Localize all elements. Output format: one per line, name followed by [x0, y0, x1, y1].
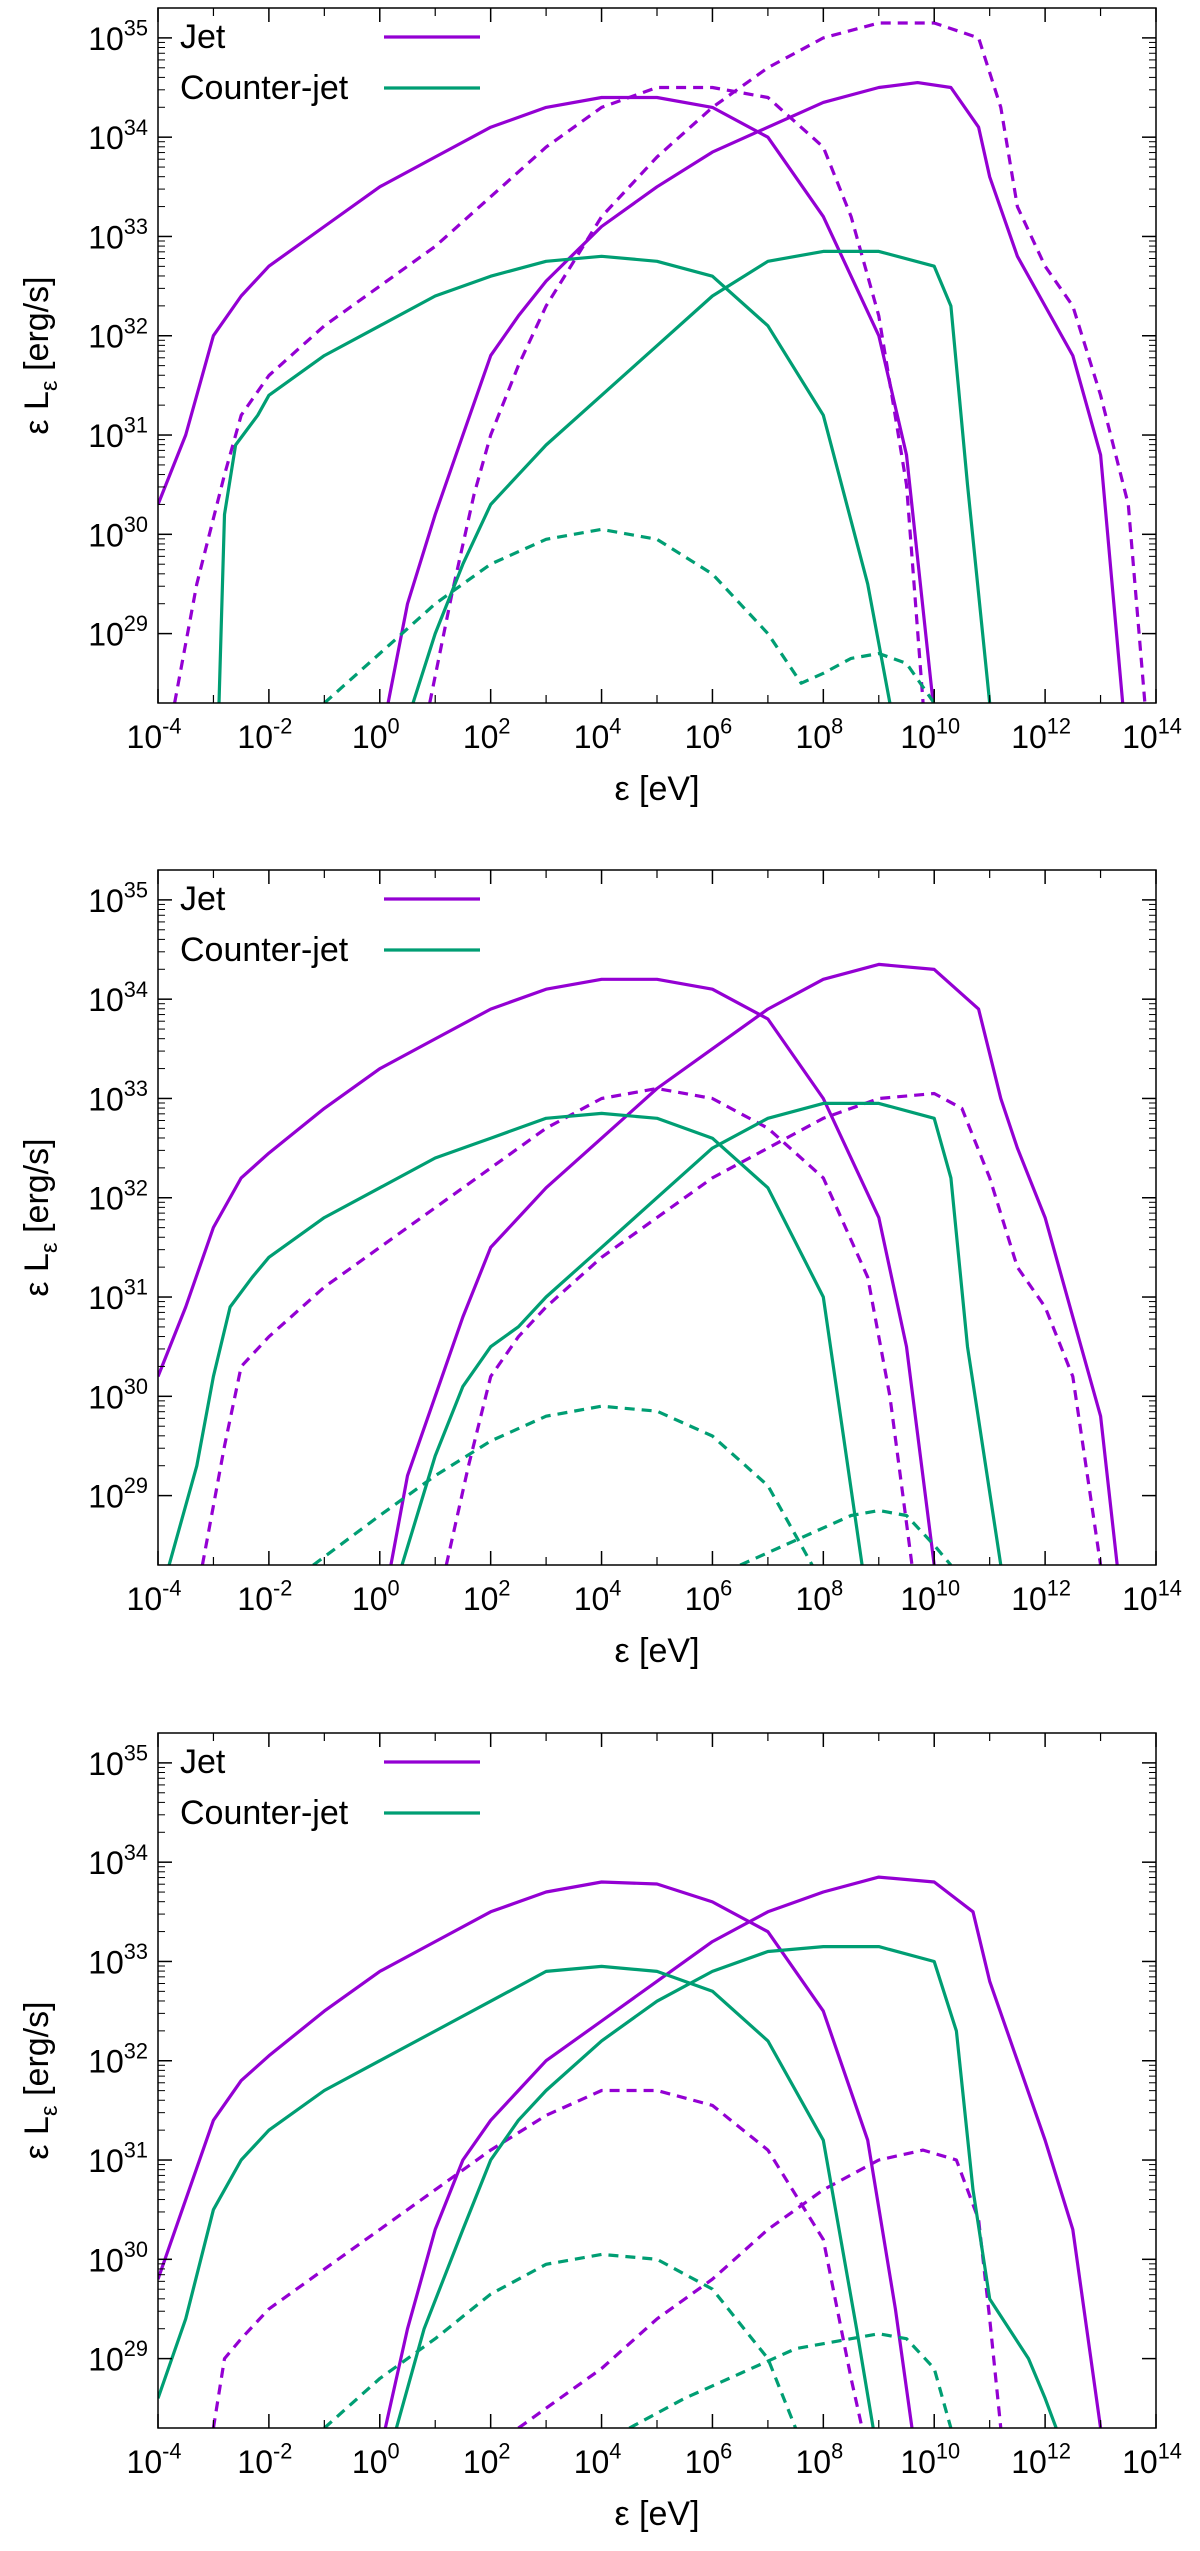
x-tick-label: 104 [574, 2439, 622, 2480]
x-tick-label: 102 [463, 1576, 511, 1617]
curves [158, 1875, 1103, 2428]
y-tick-label: 1030 [88, 2237, 148, 2278]
x-tick-label: 106 [685, 1576, 733, 1617]
x-tick-label: 10-4 [127, 1576, 182, 1617]
panel-top: 10-4 10-2 100 102 104 106 108 1010 1012 1014 1029 1… [18, 7, 1182, 808]
x-tick-label: 10-4 [127, 2439, 182, 2480]
jet-dashed-curve [173, 85, 925, 703]
y-tick-label: 1032 [88, 2038, 148, 2079]
legend-label: Counter-jet [180, 69, 349, 107]
y-tick-label: 1035 [88, 15, 148, 56]
x-tick-label: 106 [685, 714, 733, 755]
x-tick-label: 100 [352, 1576, 400, 1617]
jet-solid-curve [383, 1875, 1103, 2428]
x-tick-label: 104 [574, 714, 622, 755]
y-tick-label: 1033 [88, 1939, 148, 1980]
jet-solid-curve [158, 95, 935, 703]
y-tick-label: 1034 [88, 977, 148, 1018]
counter-jet-dashed-curve [323, 527, 936, 703]
x-tick-label: 1014 [1122, 2439, 1182, 2480]
legend: Jet Counter-jet [180, 1743, 480, 1832]
y-tick-label: 1029 [88, 1473, 148, 1514]
x-axis-label: ε [eV] [614, 770, 699, 808]
y-axis-label: ε Lε [erg/s] [18, 2001, 63, 2159]
counter-jet-solid-curve [400, 1101, 1003, 1565]
y-tick-label: 1031 [88, 413, 148, 454]
curves [158, 962, 1119, 1565]
x-tick-label: 1010 [900, 1576, 960, 1617]
y-tick-label: 1031 [88, 2138, 148, 2179]
jet-solid-curve [389, 962, 1119, 1565]
x-tick-label: 1014 [1122, 714, 1182, 755]
counter-jet-dashed-curve [628, 2332, 953, 2428]
legend-label: Jet [180, 18, 226, 56]
curves [158, 21, 1147, 703]
x-tick-label: 1012 [1011, 2439, 1071, 2480]
y-tick-label: 1032 [88, 1175, 148, 1216]
y-axis-label: ε Lε [erg/s] [18, 276, 63, 434]
jet-solid-curve [158, 977, 936, 1565]
counter-jet-solid-curve [217, 254, 892, 703]
x-tick-label: 10-4 [127, 714, 182, 755]
legend-label: Counter-jet [180, 931, 349, 969]
x-axis-label: ε [eV] [614, 2495, 699, 2533]
panel-middle: 10-4 10-2 100 102 104 106 108 1010 1012 1014 1029 1… [18, 869, 1182, 1670]
y-tick-label: 1033 [88, 1076, 148, 1117]
counter-jet-solid-curve [411, 249, 992, 703]
y-tick-label: 1029 [88, 611, 148, 652]
legend-label: Jet [180, 1743, 226, 1781]
y-tick-label: 1034 [88, 1840, 148, 1881]
y-axis-label: ε Lε [erg/s] [18, 1138, 63, 1296]
y-tick-label: 1032 [88, 313, 148, 354]
x-tick-label: 102 [463, 714, 511, 755]
panel-bottom: 10-4 10-2 100 102 104 106 108 1010 1012 1014 1029 1… [18, 1732, 1182, 2533]
jet-dashed-curve [517, 2148, 1003, 2428]
jet-dashed-curve [428, 21, 1147, 703]
x-tick-label: 104 [574, 1576, 622, 1617]
counter-jet-dashed-curve [739, 1508, 953, 1565]
x-axis-label: ε [eV] [614, 1632, 699, 1670]
x-tick-label: 10-2 [237, 1576, 292, 1617]
y-tick-label: 1029 [88, 2336, 148, 2377]
x-tick-label: 1010 [900, 714, 960, 755]
x-tick-label: 1012 [1011, 714, 1071, 755]
x-tick-label: 100 [352, 2439, 400, 2480]
y-tick-label: 1031 [88, 1275, 148, 1316]
y-tick-label: 1035 [88, 877, 148, 918]
jet-solid-curve [386, 81, 1125, 703]
jet-dashed-curve [211, 2088, 864, 2428]
y-tick-label: 1030 [88, 512, 148, 553]
x-tick-label: 108 [795, 714, 843, 755]
x-tick-label: 1014 [1122, 1576, 1182, 1617]
counter-jet-solid-curve [158, 1964, 875, 2428]
legend: Jet Counter-jet [180, 880, 480, 969]
x-tick-label: 102 [463, 2439, 511, 2480]
jet-dashed-curve [444, 1091, 1103, 1565]
x-tick-label: 10-2 [237, 2439, 292, 2480]
jet-dashed-curve [200, 1086, 914, 1565]
jet-solid-curve [158, 1880, 914, 2428]
legend: Jet Counter-jet [180, 18, 480, 107]
y-tick-label: 1030 [88, 1374, 148, 1415]
x-tick-label: 108 [795, 2439, 843, 2480]
x-tick-label: 10-2 [237, 714, 292, 755]
counter-jet-solid-curve [394, 1945, 1058, 2428]
counter-jet-dashed-curve [312, 1404, 814, 1565]
x-tick-label: 100 [352, 714, 400, 755]
counter-jet-solid-curve [167, 1111, 864, 1565]
counter-jet-dashed-curve [323, 2252, 798, 2428]
y-tick-label: 1035 [88, 1740, 148, 1781]
y-tick-label: 1034 [88, 115, 148, 156]
legend-label: Jet [180, 880, 226, 918]
x-tick-label: 108 [795, 1576, 843, 1617]
x-tick-label: 1010 [900, 2439, 960, 2480]
x-tick-label: 106 [685, 2439, 733, 2480]
x-tick-label: 1012 [1011, 1576, 1071, 1617]
legend-label: Counter-jet [180, 1794, 349, 1832]
y-tick-label: 1033 [88, 214, 148, 255]
